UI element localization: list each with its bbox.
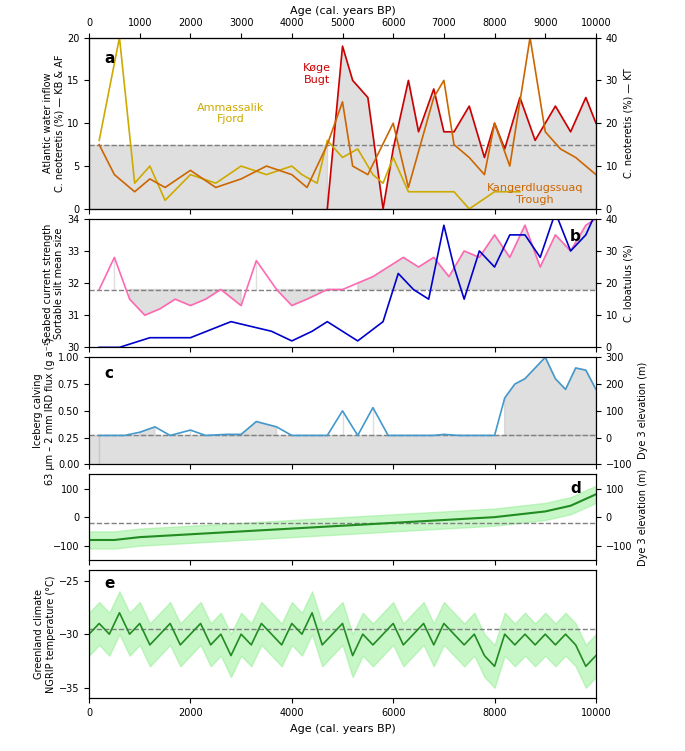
Text: d: d (570, 481, 581, 496)
Y-axis label: C. lobatulus (%): C. lobatulus (%) (623, 244, 634, 322)
Y-axis label: Dye 3 elevation (m): Dye 3 elevation (m) (638, 362, 648, 460)
X-axis label: Age (cal. years BP): Age (cal. years BP) (290, 724, 395, 734)
Y-axis label: Dye 3 elevation (m): Dye 3 elevation (m) (638, 469, 648, 566)
Text: b: b (570, 229, 581, 244)
Y-axis label: C. neoteretis (%) — KT: C. neoteretis (%) — KT (623, 68, 634, 178)
Y-axis label: Atlantic water inflow
C. neoteretis (%) — KB & AF: Atlantic water inflow C. neoteretis (%) … (42, 55, 64, 192)
Y-axis label: Seabed current strength
Sortable silt mean size: Seabed current strength Sortable silt me… (42, 223, 64, 342)
Y-axis label: Greenland climate
NGRIP temperature (°C): Greenland climate NGRIP temperature (°C) (34, 575, 56, 693)
Text: c: c (104, 366, 113, 381)
Y-axis label: Iceberg calving
63 μm – 2 mm IRD flux (g a⁻¹): Iceberg calving 63 μm – 2 mm IRD flux (g… (34, 337, 55, 484)
Text: Kangerdlugssuaq
Trough: Kangerdlugssuaq Trough (487, 183, 584, 205)
Text: Ammassalik
Fjord: Ammassalik Fjord (197, 103, 264, 124)
Text: e: e (104, 576, 114, 591)
Text: a: a (104, 51, 114, 66)
X-axis label: Age (cal. years BP): Age (cal. years BP) (290, 6, 395, 16)
Text: Køge
Bugt: Køge Bugt (303, 63, 331, 85)
